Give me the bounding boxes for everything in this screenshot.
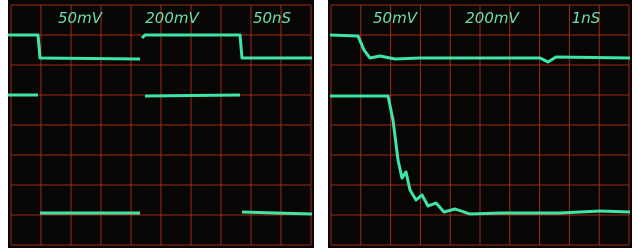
volts-div-label: 200mV: [465, 9, 520, 27]
volts-div-label: 200mV: [145, 9, 200, 27]
volts-div-label: 50mV: [373, 9, 419, 27]
oscilloscope-screens: 50mV 200mV 50nS 50mV 200mV 1nS: [0, 0, 637, 248]
time-div-label: 50nS: [253, 9, 292, 27]
time-div-label: 1nS: [572, 9, 601, 27]
volts-div-label: 50mV: [58, 9, 104, 27]
scope-panel: 50mV 200mV 50nS: [8, 0, 314, 248]
scope-panel: 50mV 200mV 1nS: [328, 0, 632, 248]
